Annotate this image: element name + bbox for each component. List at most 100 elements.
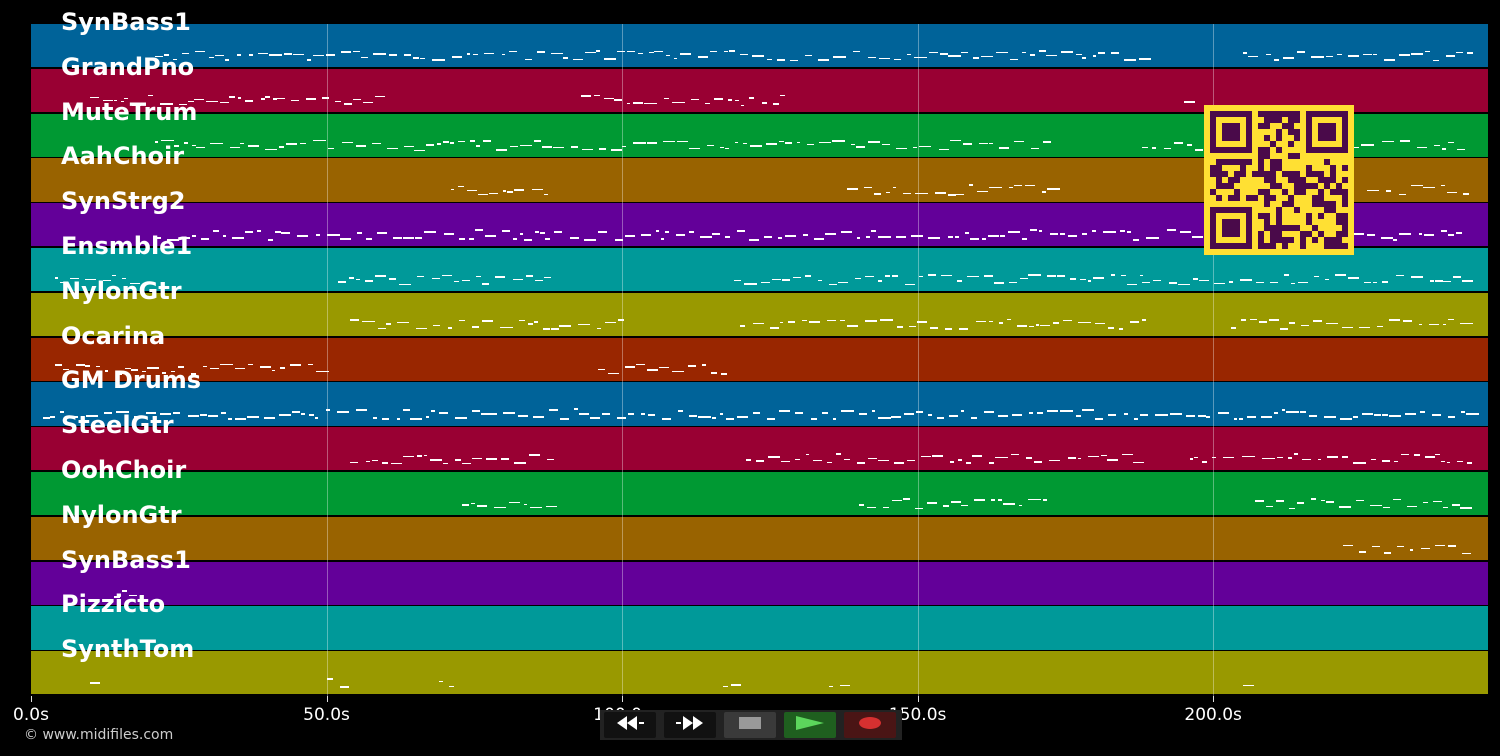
- note: [828, 685, 833, 688]
- note: [1325, 501, 1335, 503]
- note: [438, 411, 449, 414]
- note: [1163, 147, 1171, 150]
- track-lane[interactable]: Ensmble1: [31, 232, 1488, 292]
- note: [196, 146, 205, 149]
- note: [307, 363, 314, 366]
- note: [1011, 413, 1022, 416]
- note: [1395, 274, 1404, 277]
- note: [1187, 144, 1192, 146]
- note: [1371, 233, 1375, 236]
- note: [1213, 282, 1226, 285]
- note: [1273, 59, 1279, 61]
- qr-code-icon[interactable]: [1204, 105, 1354, 255]
- record-button[interactable]: [844, 712, 896, 738]
- note: [239, 142, 244, 145]
- note: [604, 321, 616, 324]
- note: [1141, 319, 1146, 321]
- track-lane[interactable]: SynBass1: [31, 546, 1488, 605]
- track-lane[interactable]: SynthTom: [31, 635, 1488, 695]
- note: [178, 103, 188, 106]
- note: [1325, 278, 1329, 281]
- note: [1410, 53, 1423, 55]
- note: [350, 461, 359, 464]
- note: [476, 505, 488, 507]
- note: [403, 54, 412, 56]
- note: [338, 281, 346, 283]
- note: [296, 234, 308, 237]
- track-lane[interactable]: OohChoir: [31, 456, 1488, 516]
- note: [598, 148, 606, 150]
- note: [753, 411, 760, 414]
- note: [1370, 504, 1382, 507]
- note: [1130, 321, 1140, 323]
- note: [1026, 457, 1032, 459]
- note: [1170, 413, 1182, 416]
- note: [1028, 498, 1041, 501]
- note: [362, 101, 374, 104]
- note: [162, 372, 167, 374]
- fast-forward-button[interactable]: [664, 712, 716, 738]
- note: [636, 363, 646, 366]
- note: [1218, 411, 1230, 414]
- note: [957, 280, 962, 282]
- note: [665, 231, 670, 234]
- note: [519, 319, 525, 322]
- stop-button[interactable]: [724, 712, 776, 738]
- note: [804, 275, 811, 277]
- note: [1029, 54, 1036, 56]
- note: [212, 230, 220, 233]
- note: [1107, 327, 1114, 329]
- track-lane[interactable]: NylonGtr: [31, 501, 1488, 561]
- note: [300, 412, 306, 415]
- note: [314, 417, 318, 420]
- note: [494, 506, 506, 509]
- note: [1126, 230, 1132, 233]
- note: [633, 102, 644, 104]
- note: [594, 94, 601, 97]
- note: [794, 412, 804, 415]
- note: [1461, 411, 1465, 414]
- note: [892, 275, 898, 277]
- note: [1429, 280, 1435, 282]
- note: [873, 193, 881, 195]
- note: [225, 59, 229, 61]
- track-lane[interactable]: SynBass1: [31, 8, 1488, 68]
- note: [1040, 324, 1050, 327]
- note: [478, 193, 488, 196]
- note: [208, 56, 215, 59]
- note: [1414, 454, 1420, 456]
- note: [584, 238, 596, 241]
- note: [360, 56, 368, 59]
- note: [326, 678, 333, 680]
- note: [867, 506, 877, 509]
- note: [246, 416, 260, 419]
- track-label: GrandPno: [61, 52, 195, 81]
- axis-tick-label: 50.0s: [303, 705, 350, 725]
- play-button[interactable]: [784, 712, 836, 738]
- note: [260, 98, 265, 100]
- note: [714, 98, 724, 100]
- track-lane[interactable]: NylonGtr: [31, 277, 1488, 337]
- note: [912, 146, 917, 149]
- note: [336, 410, 350, 413]
- note: [467, 189, 477, 192]
- rewind-button[interactable]: [604, 712, 656, 738]
- track-lane[interactable]: Ocarina: [31, 322, 1488, 381]
- note: [914, 56, 928, 59]
- note: [1410, 276, 1424, 278]
- note: [191, 235, 197, 237]
- track-lane[interactable]: Pizzicto: [31, 590, 1488, 650]
- note: [1388, 415, 1402, 418]
- note: [879, 57, 890, 60]
- note: [454, 417, 468, 420]
- note: [969, 237, 980, 240]
- note: [577, 323, 591, 326]
- note: [116, 410, 129, 413]
- note: [1189, 458, 1194, 460]
- track-lane[interactable]: SteelGtr: [31, 411, 1488, 471]
- note: [1037, 412, 1044, 415]
- axis-tick-label: 150.0s: [888, 705, 947, 725]
- track-lane[interactable]: GrandPno: [31, 53, 1488, 113]
- note: [927, 274, 937, 276]
- note: [655, 230, 660, 233]
